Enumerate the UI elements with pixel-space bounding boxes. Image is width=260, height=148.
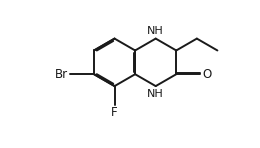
Text: F: F [111, 106, 118, 119]
Text: O: O [202, 68, 211, 81]
Text: NH: NH [147, 89, 164, 99]
Text: Br: Br [55, 68, 68, 81]
Text: NH: NH [147, 26, 164, 36]
